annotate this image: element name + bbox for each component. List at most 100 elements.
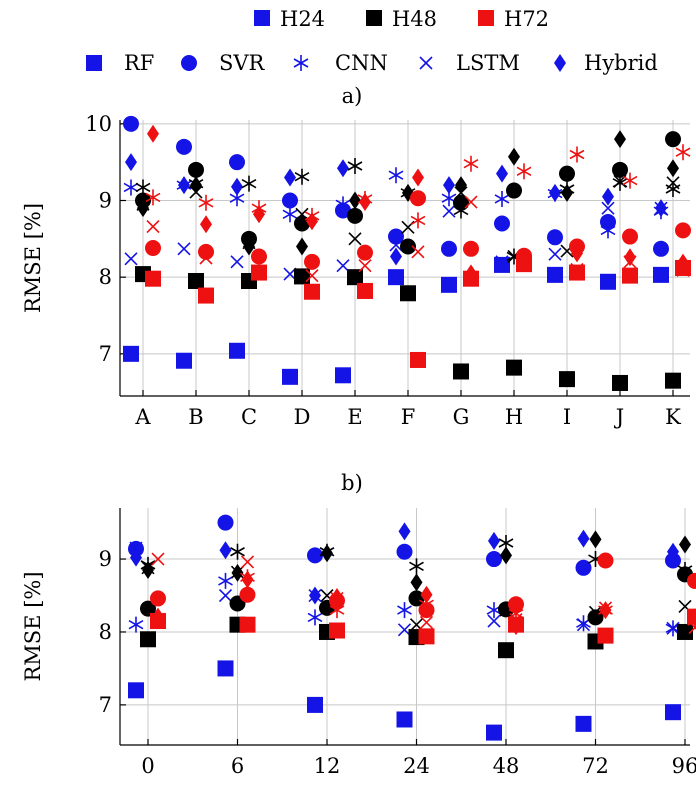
chart-a-point-hybrid-h48 bbox=[349, 191, 361, 210]
chart-b-point-lstm-h24 bbox=[487, 614, 501, 628]
chart-b-point-cnn-h48 bbox=[409, 558, 424, 575]
chart-a-point-svr-h48 bbox=[612, 161, 628, 178]
chart-a-point-cnn-h48 bbox=[347, 158, 363, 174]
chart-b-point-hybrid-h72 bbox=[331, 587, 343, 606]
chart-a-point-lstm-h72 bbox=[411, 245, 425, 259]
chart-a-point-rf-h24 bbox=[388, 269, 404, 286]
chart-b-point-svr-h24 bbox=[396, 543, 413, 560]
chart-a-point-rf-h72 bbox=[198, 287, 214, 304]
chart-b-point-svr-h24 bbox=[217, 514, 234, 531]
chart-a-point-svr-h48 bbox=[559, 165, 575, 182]
chart-a-xtick-label: F bbox=[401, 405, 416, 429]
chart-b-point-lstm-h72 bbox=[151, 552, 165, 566]
chart-a-point-lstm-h24 bbox=[548, 247, 562, 261]
legend: H24 H48 H72 RF SVR CNN LSTM Hybrid bbox=[86, 7, 658, 75]
chart-a-point-lstm-h72 bbox=[358, 259, 372, 273]
chart-a-xtick-label: A bbox=[134, 405, 151, 429]
chart-a-point-hybrid-h72 bbox=[200, 215, 212, 234]
chart-b-point-svr-h72 bbox=[508, 596, 524, 613]
chart-b-point-hybrid-h72 bbox=[689, 608, 696, 627]
chart-a-point-svr-h72 bbox=[304, 253, 320, 270]
chart-b-point-svr-h48 bbox=[408, 590, 425, 607]
chart-b-point-hybrid-h48 bbox=[500, 546, 512, 565]
chart-a-point-svr-h72 bbox=[622, 228, 638, 245]
chart-a-point-svr-h72 bbox=[463, 240, 479, 257]
chart-b-point-svr-h24 bbox=[486, 551, 502, 568]
chart-b-point-lstm-h24 bbox=[576, 618, 591, 632]
legend-label-h72: H72 bbox=[504, 7, 549, 31]
chart-b-point-hybrid-h72 bbox=[599, 601, 612, 620]
chart-b-point-hybrid-h72 bbox=[152, 607, 164, 626]
chart-b-point-hybrid-h24 bbox=[667, 542, 679, 561]
chart-a-point-cnn-h72 bbox=[569, 146, 585, 163]
chart-a-point-cnn-h24 bbox=[282, 206, 298, 223]
chart-a-point-rf-h48 bbox=[453, 363, 469, 380]
chart-a-point-lstm-h24 bbox=[601, 201, 615, 215]
chart-b-point-rf-h72 bbox=[418, 628, 435, 645]
chart-b-point-svr-h72 bbox=[150, 590, 166, 607]
chart-a-point-rf-h24 bbox=[282, 368, 298, 385]
chart-b-point-hybrid-h48 bbox=[589, 530, 602, 549]
chart-a-point-svr-h72 bbox=[198, 243, 214, 260]
chart-a-point-svr-h24 bbox=[229, 154, 245, 171]
chart-a-xtick-label: I bbox=[563, 405, 571, 429]
chart-b-point-lstm-h72 bbox=[240, 555, 255, 569]
chart-b-point-rf-h24 bbox=[396, 711, 413, 728]
chart-a-xtick-label: G bbox=[453, 405, 470, 429]
chart-b-point-hybrid-h24 bbox=[309, 586, 321, 605]
chart-b-point-rf-h24 bbox=[128, 682, 144, 699]
chart-a-xtick-label: K bbox=[665, 405, 681, 429]
chart-b-point-rf-h24 bbox=[217, 660, 234, 677]
chart-b-point-rf-h24 bbox=[486, 724, 502, 741]
legend-label-h48: H48 bbox=[392, 7, 437, 31]
chart-a-point-svr-h24 bbox=[547, 229, 563, 246]
chart-a-point-rf-h72 bbox=[145, 270, 161, 287]
chart-b-point-svr-h24 bbox=[307, 547, 323, 564]
chart-a-point-svr-h72 bbox=[145, 240, 161, 257]
chart-a-point-hybrid-h48 bbox=[614, 130, 626, 149]
legend-marker-hybrid bbox=[554, 54, 566, 72]
chart-a-point-rf-h48 bbox=[559, 371, 575, 388]
chart-b-point-hybrid-h24 bbox=[398, 522, 411, 541]
chart-b-ytick-label: 9 bbox=[99, 547, 112, 571]
chart-b-point-lstm-h72 bbox=[688, 621, 696, 635]
chart-b-point-lstm-h72 bbox=[419, 615, 434, 630]
chart-b-ytick-label: 7 bbox=[99, 693, 112, 717]
chart-a-point-svr-h72 bbox=[357, 244, 373, 261]
chart-a-point-rf-h72 bbox=[410, 351, 426, 368]
chart-a-point-lstm-h24 bbox=[442, 204, 456, 218]
chart-a-point-hybrid-h24 bbox=[443, 176, 455, 195]
chart-a-point-lstm-h24 bbox=[389, 238, 403, 252]
chart-a-point-rf-h48 bbox=[188, 273, 204, 289]
chart-a-point-rf-h48 bbox=[612, 374, 628, 391]
chart-a-point-cnn-h72 bbox=[463, 155, 479, 172]
chart-b-point-cnn-h24 bbox=[218, 572, 233, 589]
chart-a-point-svr-h24 bbox=[441, 240, 457, 257]
legend-label-lstm: LSTM bbox=[456, 51, 520, 75]
chart-b-point-rf-h72 bbox=[597, 627, 614, 644]
chart-a-point-rf-h24 bbox=[494, 256, 510, 273]
chart-a-point-lstm-h24 bbox=[495, 255, 509, 269]
chart-a-point-lstm-h24 bbox=[230, 255, 244, 269]
chart-a-point-lstm-h48 bbox=[666, 176, 680, 190]
chart-a-point-lstm-h72 bbox=[252, 266, 266, 280]
chart-b-point-lstm-h24 bbox=[218, 588, 233, 603]
chart-a-ytick-label: 8 bbox=[99, 265, 112, 289]
legend-marker-cnn bbox=[293, 55, 309, 71]
chart-a-point-cnn-h72 bbox=[622, 172, 638, 189]
chart-a-point-hybrid-h72 bbox=[306, 212, 318, 231]
chart-a-point-hybrid-h24 bbox=[284, 168, 296, 187]
chart-b-xtick-label: 24 bbox=[403, 754, 430, 778]
chart-b-point-hybrid-h48 bbox=[679, 535, 691, 554]
chart-b-point-svr-h72 bbox=[687, 572, 696, 589]
chart-b-xtick-label: 12 bbox=[314, 754, 341, 778]
chart-a-point-cnn-h72 bbox=[675, 144, 691, 161]
chart-b-point-cnn-h24 bbox=[397, 602, 412, 619]
chart-a-point-lstm-h48 bbox=[295, 207, 309, 221]
chart-a-point-hybrid-h72 bbox=[571, 244, 583, 263]
caption-a: a) bbox=[342, 84, 363, 108]
chart-b-point-hybrid-h48 bbox=[231, 563, 244, 582]
chart-a-point-svr-h72 bbox=[410, 190, 426, 207]
chart-a-point-hybrid-h48 bbox=[561, 183, 573, 202]
legend-label-svr: SVR bbox=[219, 51, 266, 75]
